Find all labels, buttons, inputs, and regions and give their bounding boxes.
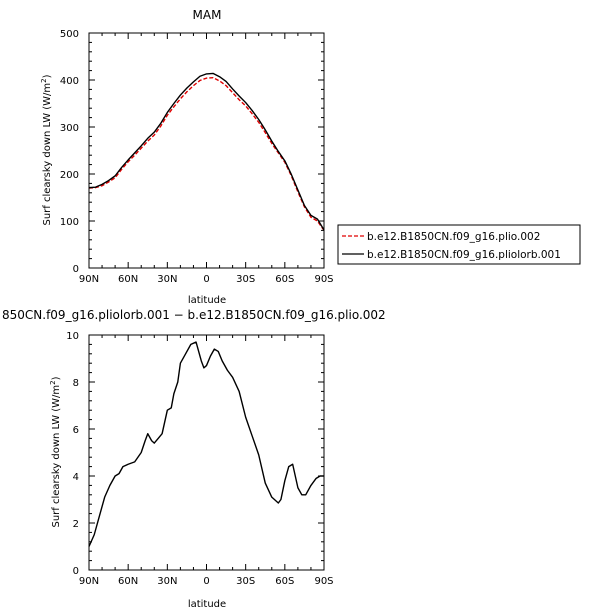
bottom-chart-xtick-label: 60N [118,576,138,587]
top-chart-xtick-label: 30N [157,274,177,285]
top-chart-ylabel: Surf clearsky down LW (W/m2) [40,74,53,225]
bottom-chart-ytick-label: 2 [73,519,79,530]
legend-box [337,224,581,265]
top-chart: MAM 90N 60N 30N 0 30S 60S 90S0100200300400500 … [40,8,334,306]
bottom-chart-ytick-label: 0 [73,566,79,577]
top-chart-xtick-label: 0 [203,274,209,285]
top-chart-title: MAM [193,8,222,22]
bottom-chart-series-1-line [88,341,324,547]
legend: b.e12.B1850CN.f09_g16.plio.002 b.e12.B18… [337,224,581,265]
top-chart-series-2-line [88,72,325,231]
top-chart-ytick-label: 500 [60,29,79,40]
top-chart-ytick-label: 300 [60,123,79,134]
top-chart-xtick-label: 90S [314,274,333,285]
top-chart-xtick-label: 60N [118,274,138,285]
top-chart-ytick-label: 200 [60,170,79,181]
bottom-chart-ylabel: Surf clearsky down LW (W/m2) [49,376,62,527]
top-chart-series-1-line [88,76,325,231]
legend-label-series-2: b.e12.B1850CN.f09_g16.pliolorb.001 [367,249,561,261]
bottom-chart-ytick-label: 10 [66,331,79,342]
bottom-chart: 850CN.f09_g16.pliolorb.001 − b.e12.B1850… [2,308,386,610]
bottom-chart-ytick-label: 6 [73,425,79,436]
top-chart-ytick-label: 400 [60,76,79,87]
top-chart-xlabel: latitude [188,295,226,306]
bottom-chart-frame [88,334,325,571]
bottom-chart-xtick-label: 30S [236,576,255,587]
top-chart-xtick-label: 90N [79,274,99,285]
top-chart-xtick-label: 30S [236,274,255,285]
bottom-chart-xlabel: latitude [188,599,226,610]
bottom-chart-xtick-label: 60S [275,576,294,587]
bottom-chart-ytick-label: 4 [73,472,79,483]
legend-label-series-1: b.e12.B1850CN.f09_g16.plio.002 [367,231,540,243]
bottom-chart-title: 850CN.f09_g16.pliolorb.001 − b.e12.B1850… [2,308,386,322]
top-chart-ytick-label: 0 [73,264,79,275]
bottom-chart-xtick-label: 30N [157,576,177,587]
bottom-chart-xtick-label: 90N [79,576,99,587]
top-chart-frame [88,32,325,269]
bottom-chart-xtick-label: 90S [314,576,333,587]
top-chart-xtick-label: 60S [275,274,294,285]
bottom-chart-xtick-label: 0 [203,576,209,587]
bottom-chart-ytick-label: 8 [73,378,79,389]
top-chart-ytick-label: 100 [60,217,79,228]
